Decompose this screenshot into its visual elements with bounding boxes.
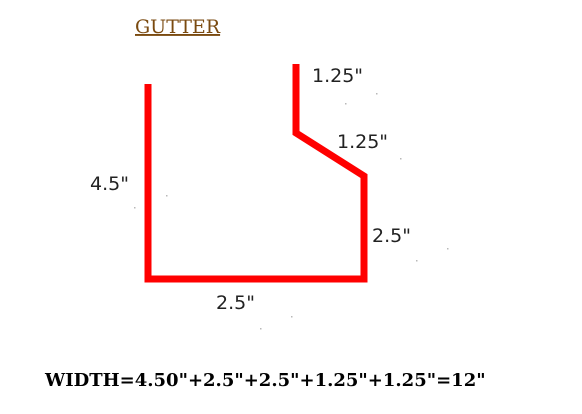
front-height-dimension: 4.5" (90, 173, 129, 195)
back-height-dimension: 2.5" (372, 225, 411, 247)
scan-specks (134, 93, 449, 330)
bottom-dimension: 2.5" (216, 292, 255, 314)
top-lip-dimension: 1.25" (312, 65, 363, 87)
slope-dimension: 1.25" (337, 131, 388, 153)
diagram-title: GUTTER (135, 16, 221, 38)
width-formula: WIDTH=4.50"+2.5"+2.5"+1.25"+1.25"=12" (44, 370, 486, 391)
gutter-profile (144, 64, 368, 283)
